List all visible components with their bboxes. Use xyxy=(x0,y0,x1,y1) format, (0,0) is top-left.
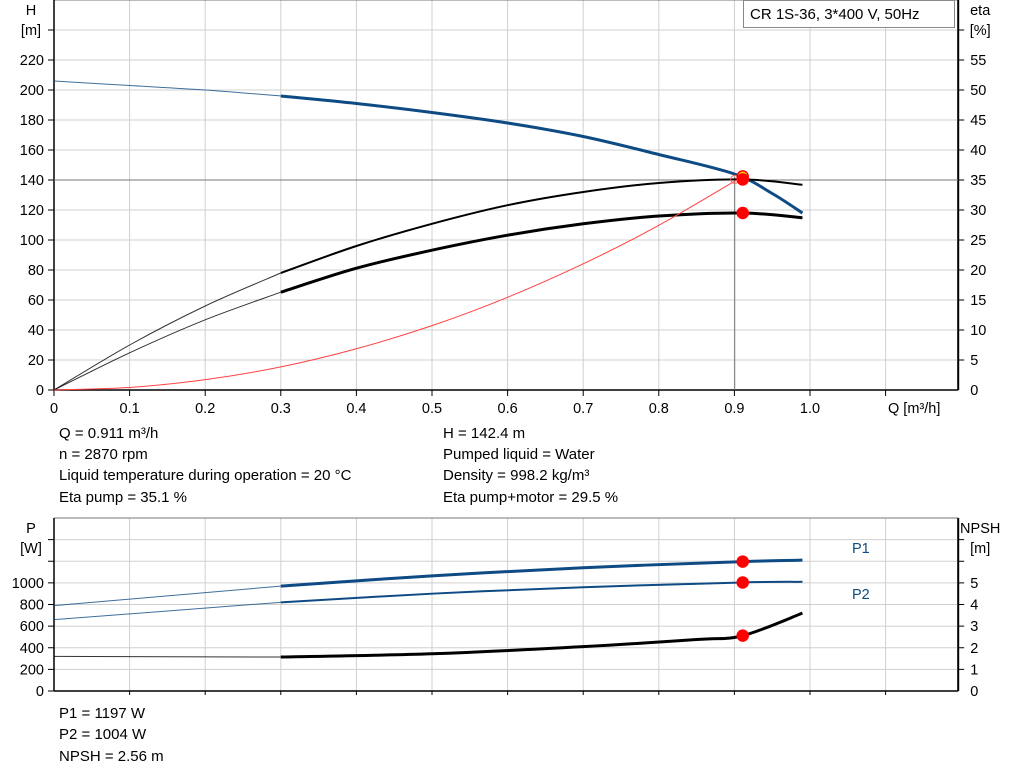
x-tick-label: 0.6 xyxy=(498,401,518,417)
y2-tick-label: 0 xyxy=(970,383,978,399)
readout-speed: n = 2870 rpm xyxy=(59,446,148,463)
y2-axis-unit: [m] xyxy=(970,541,990,557)
series-label-p2: P2 xyxy=(852,587,870,603)
y-tick-label: 40 xyxy=(28,323,44,339)
x-tick-label: 0.2 xyxy=(195,401,215,417)
x-tick-label: 0.5 xyxy=(422,401,442,417)
y-axis-title: H xyxy=(26,3,36,19)
series-system xyxy=(53,175,743,391)
y-tick-label: 1000 xyxy=(12,576,44,592)
y-tick-label: 200 xyxy=(20,83,44,99)
y-tick-label: 600 xyxy=(20,619,44,635)
x-tick-label: 0.3 xyxy=(271,401,291,417)
y-tick-label: 400 xyxy=(20,641,44,657)
series-eta-pump xyxy=(280,178,803,274)
x-tick-label: 0.8 xyxy=(649,401,669,417)
readout-temperature: Liquid temperature during operation = 20… xyxy=(59,467,352,484)
series-p1-extrapolated xyxy=(53,585,281,607)
series-label-p1: P1 xyxy=(852,541,870,557)
y2-tick-label: 30 xyxy=(970,203,986,219)
duty-point-eta-pump-motor-marker xyxy=(736,206,749,220)
y2-tick-label: 15 xyxy=(970,293,986,309)
y2-axis-title: eta xyxy=(970,3,991,19)
series-eta-pump-motor-extrapolated xyxy=(53,291,281,391)
x-axis-title: Q [m³/h] xyxy=(888,401,940,417)
duty-point-eta-pump-marker xyxy=(736,173,749,186)
readout-liquid: Pumped liquid = Water xyxy=(443,446,595,463)
y2-tick-label: 55 xyxy=(970,53,986,69)
y2-tick-label: 10 xyxy=(970,323,986,339)
y2-tick-label: 20 xyxy=(970,263,986,279)
y-tick-label: 160 xyxy=(20,143,44,159)
y-axis-title: P xyxy=(26,521,36,537)
x-tick-label: 0 xyxy=(50,401,58,417)
x-tick-label: 1.0 xyxy=(800,401,820,417)
readout-eta-pump: Eta pump = 35.1 % xyxy=(59,489,187,506)
chart-title: CR 1S-36, 3*400 V, 50Hz xyxy=(743,0,955,28)
series-head xyxy=(280,94,804,215)
series-eta-pump-motor xyxy=(280,211,803,294)
y2-tick-label: 0 xyxy=(970,684,978,700)
y2-axis-unit: [%] xyxy=(970,23,991,39)
y-tick-label: 220 xyxy=(20,53,44,69)
readout-q: Q = 0.911 m³/h xyxy=(59,425,159,442)
series-p2 xyxy=(280,580,803,604)
y-tick-label: 800 xyxy=(20,598,44,614)
series-p2-extrapolated xyxy=(53,601,281,621)
x-tick-label: 0.1 xyxy=(120,401,140,417)
y2-tick-label: 45 xyxy=(970,113,986,129)
y-tick-label: 0 xyxy=(36,684,44,700)
power-npsh-chart: 0 200 400 600 800 1000 0 1 2 3 4 5 P [W] NPSH [m] P1 P2 xyxy=(12,517,1000,700)
y-tick-label: 120 xyxy=(20,203,44,219)
y2-tick-label: 25 xyxy=(970,233,986,249)
readout-npsh: NPSH = 2.56 m xyxy=(59,748,164,765)
y-tick-label: 0 xyxy=(36,383,44,399)
y-tick-label: 80 xyxy=(28,263,44,279)
readout-head: H = 142.4 m xyxy=(443,425,526,442)
duty-point-p2-marker xyxy=(736,576,749,589)
y2-tick-label: 4 xyxy=(970,598,978,614)
duty-point-p1-marker xyxy=(736,555,749,568)
y-tick-label: 140 xyxy=(20,173,44,189)
x-tick-label: 0.7 xyxy=(573,401,593,417)
series-npsh-extrapolated xyxy=(53,655,281,658)
x-tick-label: 0.9 xyxy=(724,401,744,417)
y-axis-unit: [m] xyxy=(21,23,41,39)
y2-axis-title: NPSH xyxy=(960,521,1000,537)
readout-p1: P1 = 1197 W xyxy=(59,705,146,722)
series-npsh xyxy=(280,611,803,659)
y-tick-label: 100 xyxy=(20,233,44,249)
duty-point-npsh-marker xyxy=(736,629,749,642)
y2-tick-label: 5 xyxy=(970,353,978,369)
y-tick-label: 60 xyxy=(28,293,44,309)
readout-density: Density = 998.2 kg/m³ xyxy=(443,467,590,484)
y-tick-label: 20 xyxy=(28,353,44,369)
y2-tick-label: 40 xyxy=(970,143,986,159)
y2-tick-label: 3 xyxy=(970,619,978,635)
y-axis-unit: [W] xyxy=(20,541,42,557)
y2-tick-label: 1 xyxy=(970,662,978,678)
y-tick-label: 180 xyxy=(20,113,44,129)
readout-eta-pump-motor: Eta pump+motor = 29.5 % xyxy=(443,489,619,506)
y2-tick-label: 35 xyxy=(970,173,986,189)
series-eta-pump-extrapolated xyxy=(53,272,281,391)
y2-tick-label: 50 xyxy=(970,83,986,99)
head-efficiency-chart: 0 20 40 60 80 100 120 140 160 180 200 220 0 5 10 15 20 25… xyxy=(20,0,991,417)
y2-tick-label: 5 xyxy=(970,576,978,592)
readout-p2: P2 = 1004 W xyxy=(59,726,147,743)
y2-tick-label: 2 xyxy=(970,641,978,657)
y-tick-label: 200 xyxy=(20,662,44,678)
x-tick-label: 0.4 xyxy=(346,401,366,417)
series-head-extrapolated xyxy=(53,80,281,97)
